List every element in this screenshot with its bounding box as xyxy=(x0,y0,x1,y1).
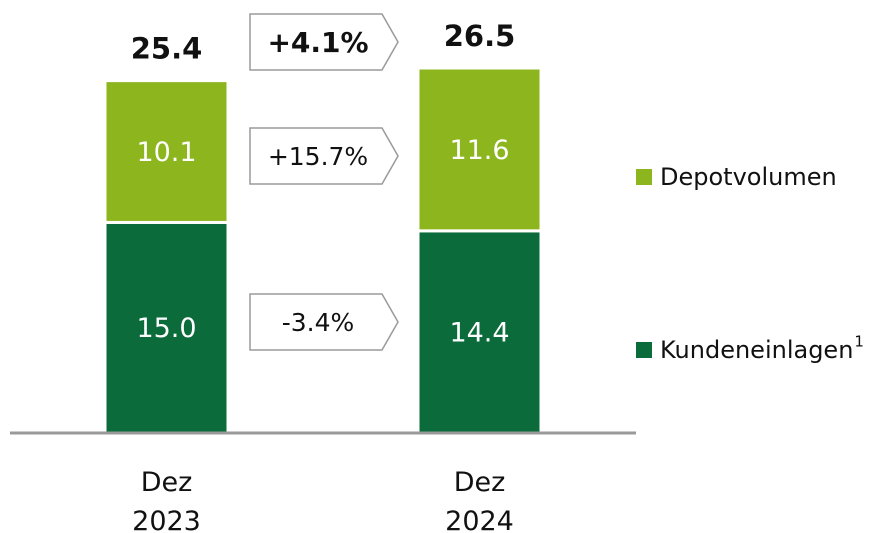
change-label: +15.7% xyxy=(268,142,368,171)
x-tick-label: Dez 2024 xyxy=(445,467,514,533)
legend-label: Kundeneinlagen xyxy=(660,336,853,364)
value-label: 10.1 xyxy=(136,137,196,168)
change-label: -3.4% xyxy=(282,308,355,337)
value-label: 14.4 xyxy=(449,317,509,348)
legend-label: Depotvolumen xyxy=(660,163,837,191)
bar-segment xyxy=(103,220,230,435)
change-label: +4.1% xyxy=(267,26,368,59)
x-tick-label: Dez 2023 xyxy=(132,467,201,533)
bar-segment xyxy=(103,79,230,224)
change-box xyxy=(249,293,399,351)
value-label: 15.0 xyxy=(136,313,196,344)
value-label: 11.6 xyxy=(449,135,509,166)
change-box xyxy=(249,13,399,71)
total-label: 25.4 xyxy=(131,32,203,66)
legend-swatch xyxy=(636,342,652,358)
change-box xyxy=(249,127,399,185)
legend-footnote: 1 xyxy=(854,333,864,351)
legend-swatch xyxy=(636,169,652,185)
total-label: 26.5 xyxy=(444,19,516,53)
bar-segment xyxy=(416,66,543,233)
